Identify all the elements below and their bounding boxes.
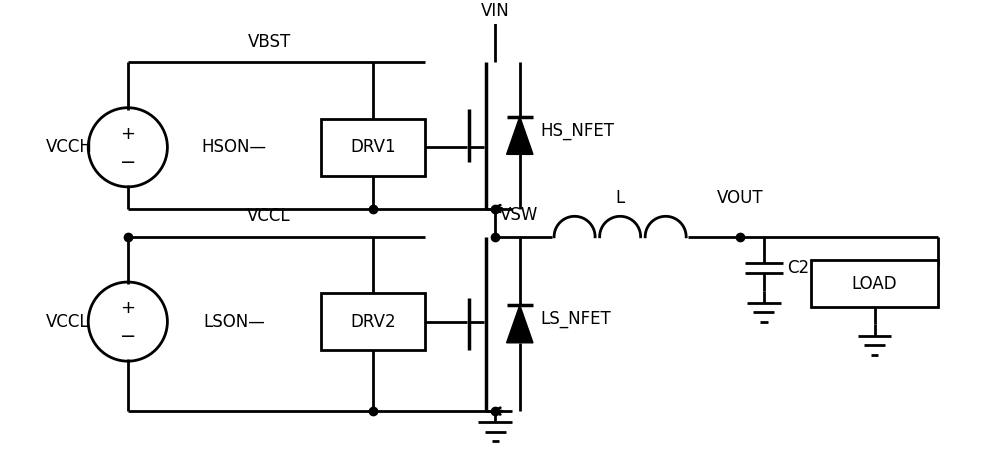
Text: L: L xyxy=(616,189,625,207)
Text: VOUT: VOUT xyxy=(717,189,764,207)
Text: DRV1: DRV1 xyxy=(350,138,396,156)
Text: +: + xyxy=(120,299,135,318)
Text: VCCL: VCCL xyxy=(46,313,89,331)
Polygon shape xyxy=(507,117,533,154)
Text: VSW: VSW xyxy=(500,206,538,224)
Text: VCCL: VCCL xyxy=(247,207,291,225)
Text: LOAD: LOAD xyxy=(852,275,897,293)
Text: VIN: VIN xyxy=(481,2,510,20)
Text: C2: C2 xyxy=(787,259,810,277)
Text: LSON—: LSON— xyxy=(203,313,265,331)
Text: −: − xyxy=(120,153,136,172)
Bar xyxy=(811,260,938,307)
Text: +: + xyxy=(120,125,135,143)
Text: −: − xyxy=(120,327,136,346)
Bar xyxy=(321,293,425,350)
Text: HS_NFET: HS_NFET xyxy=(541,122,615,140)
Text: VBST: VBST xyxy=(248,33,291,51)
Polygon shape xyxy=(507,305,533,343)
Bar xyxy=(321,119,425,176)
Text: LS_NFET: LS_NFET xyxy=(541,310,611,328)
Text: DRV2: DRV2 xyxy=(350,313,396,331)
Text: VCCH: VCCH xyxy=(46,138,93,156)
Text: HSON—: HSON— xyxy=(201,138,266,156)
